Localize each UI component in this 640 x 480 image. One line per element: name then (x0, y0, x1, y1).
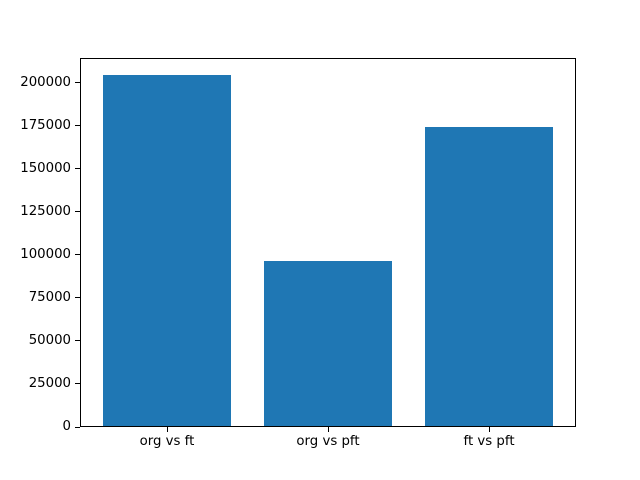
y-tick-mark (75, 254, 80, 256)
y-tick-label: 200000 (20, 74, 71, 90)
y-tick-mark (75, 383, 80, 385)
x-tick-label: ft vs pft (463, 434, 515, 449)
y-tick-mark (75, 297, 80, 299)
bar-org-vs-ft (102, 74, 232, 426)
y-tick-mark (75, 168, 80, 170)
y-tick-mark (75, 340, 80, 342)
x-tick-mark (166, 427, 168, 432)
bar-org-vs-pft (263, 261, 393, 426)
y-tick-mark (75, 211, 80, 213)
x-tick-label: org vs pft (296, 434, 360, 449)
y-tick-label: 75000 (28, 289, 71, 305)
y-tick-label: 25000 (28, 375, 71, 391)
x-tick-mark (489, 427, 491, 432)
x-tick-mark (328, 427, 329, 432)
y-tick-mark (75, 125, 80, 127)
y-tick-mark (75, 426, 80, 428)
y-tick-mark (75, 82, 80, 84)
plot-area (80, 58, 576, 427)
y-tick-label: 150000 (20, 160, 71, 176)
y-tick-label: 125000 (20, 203, 71, 219)
x-tick-label: org vs ft (139, 434, 195, 449)
y-tick-label: 0 (62, 419, 71, 434)
y-tick-label: 50000 (28, 332, 71, 348)
bar-ft-vs-pft (424, 126, 554, 426)
y-tick-label: 100000 (20, 246, 71, 262)
y-tick-label: 175000 (20, 117, 71, 133)
